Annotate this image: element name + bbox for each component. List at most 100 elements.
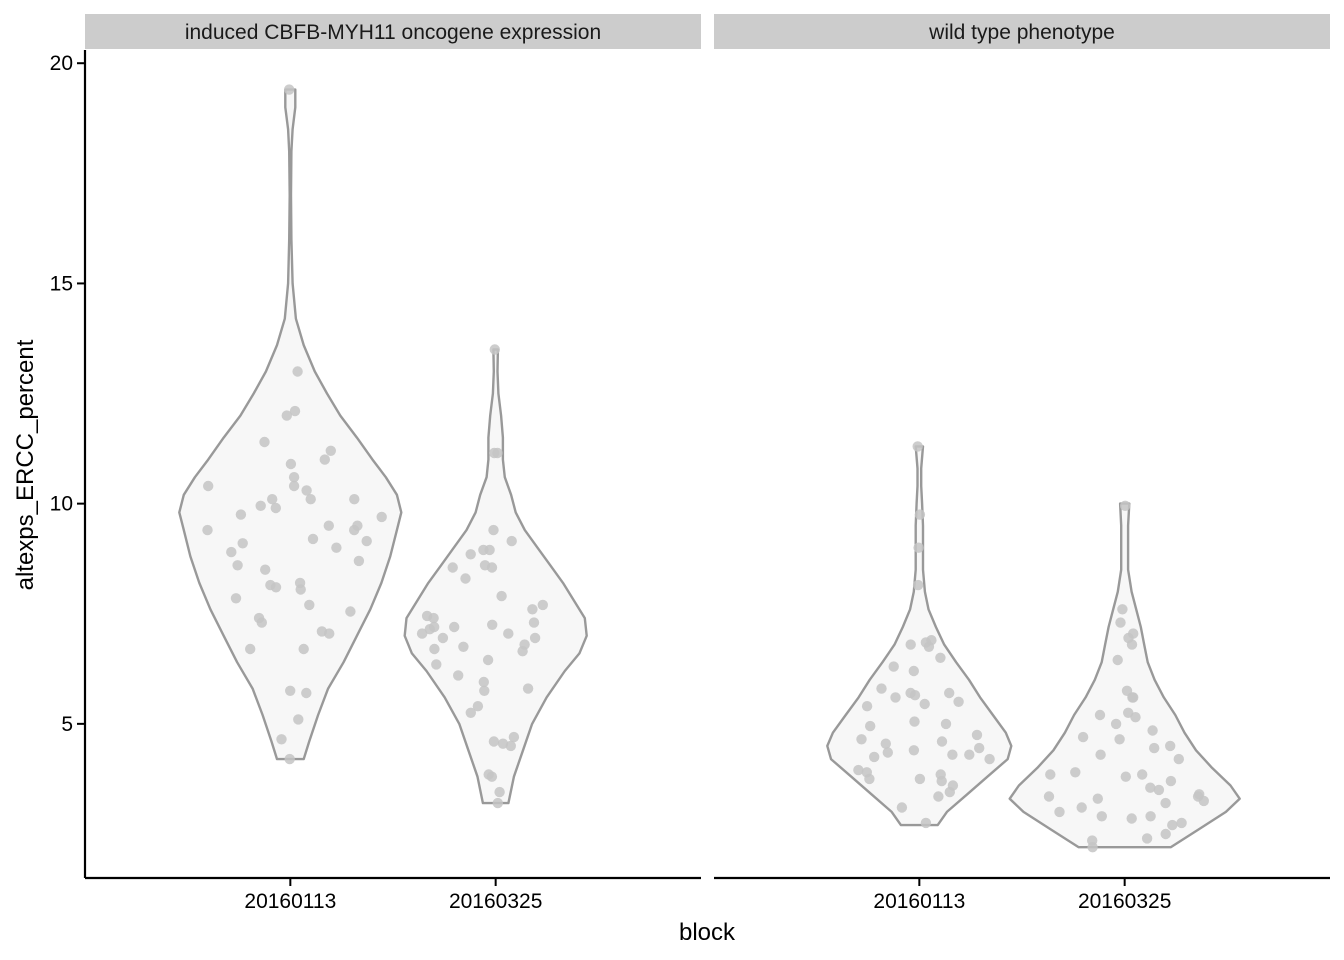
data-point — [971, 729, 983, 741]
data-point — [1096, 811, 1108, 822]
data-point — [301, 687, 312, 699]
data-point — [478, 544, 489, 556]
data-point — [479, 685, 490, 696]
data-point — [458, 641, 469, 652]
data-point — [503, 628, 514, 639]
data-point — [1147, 725, 1158, 736]
data-point — [307, 533, 319, 545]
data-point — [486, 771, 498, 782]
data-point — [281, 410, 292, 421]
data-point — [305, 494, 316, 505]
data-point — [453, 670, 464, 681]
data-point — [935, 652, 946, 663]
violin-shape — [178, 88, 403, 761]
data-point — [1112, 654, 1123, 666]
data-point — [1077, 731, 1089, 743]
data-point — [1160, 797, 1171, 809]
data-point — [276, 734, 287, 745]
data-point — [482, 654, 494, 666]
data-point — [270, 502, 281, 514]
data-point — [349, 494, 360, 505]
data-point — [1076, 802, 1087, 813]
data-point — [1145, 811, 1156, 822]
data-point — [429, 643, 440, 655]
data-point — [488, 736, 500, 747]
data-point — [914, 773, 926, 785]
data-point — [255, 500, 266, 511]
data-point — [1087, 842, 1098, 853]
data-point — [424, 624, 435, 635]
data-point — [235, 509, 247, 520]
data-point — [301, 485, 312, 496]
data-point — [964, 749, 975, 760]
data-point — [284, 753, 295, 765]
x-tick-label: 20160325 — [449, 890, 542, 913]
data-point — [1153, 784, 1165, 796]
data-point — [260, 564, 271, 575]
data-point — [304, 599, 315, 611]
data-point — [933, 791, 944, 802]
data-point — [284, 84, 295, 95]
x-tick-label: 20160113 — [244, 890, 336, 913]
data-point — [522, 683, 534, 694]
data-point — [912, 441, 923, 452]
data-point — [489, 447, 500, 459]
data-point — [325, 445, 336, 456]
data-point — [506, 535, 517, 547]
data-point — [1149, 742, 1160, 754]
data-point — [486, 562, 498, 573]
data-point — [1120, 771, 1132, 782]
data-point — [1127, 692, 1138, 703]
data-point — [1165, 775, 1177, 787]
y-axis: 5 10 15 20 — [50, 50, 87, 878]
data-point — [487, 619, 498, 630]
data-point — [472, 701, 484, 712]
data-point — [226, 546, 237, 558]
data-point — [890, 692, 901, 703]
data-point — [1176, 817, 1187, 829]
data-point — [869, 751, 880, 763]
data-point — [1045, 769, 1056, 780]
data-point — [1173, 753, 1185, 765]
data-point — [1137, 769, 1148, 780]
data-point — [202, 524, 213, 536]
data-point — [1160, 828, 1171, 840]
data-point — [1141, 833, 1153, 844]
data-point — [465, 707, 476, 718]
data-point — [353, 555, 365, 567]
data-point — [527, 604, 538, 615]
data-point — [460, 573, 471, 584]
data-point — [861, 701, 873, 712]
data-point — [345, 606, 356, 617]
data-point — [285, 458, 297, 470]
data-point — [944, 687, 955, 699]
data-point — [888, 661, 899, 672]
data-point — [953, 696, 964, 707]
data-point — [537, 599, 548, 611]
data-point — [940, 718, 952, 730]
data-point — [437, 632, 449, 644]
data-point — [1115, 617, 1126, 628]
data-point — [882, 747, 893, 758]
data-point — [1120, 500, 1131, 511]
data-point — [431, 659, 442, 670]
data-point — [1167, 819, 1178, 831]
data-point — [361, 535, 372, 547]
data-point — [298, 643, 309, 655]
facet-strip — [714, 14, 1330, 49]
data-point — [984, 753, 995, 765]
data-point — [1126, 639, 1138, 650]
data-point — [1110, 718, 1122, 730]
data-point — [880, 738, 891, 749]
y-axis-title: altexps_ERCC_percent — [12, 339, 39, 590]
data-point — [517, 646, 528, 657]
facet-strip — [85, 14, 701, 49]
data-point — [230, 593, 242, 604]
data-point — [505, 740, 516, 752]
violin-shape — [403, 348, 588, 805]
data-point — [864, 773, 875, 785]
data-point — [909, 716, 920, 727]
data-point — [876, 683, 887, 694]
data-point — [293, 714, 304, 725]
data-point — [270, 582, 282, 593]
